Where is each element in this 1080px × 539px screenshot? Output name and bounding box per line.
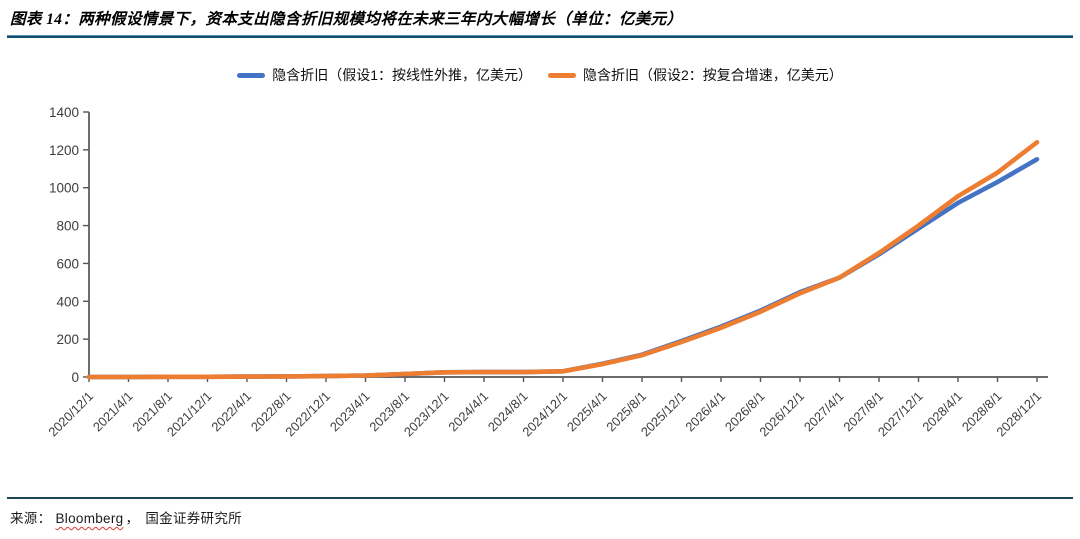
source-institution: 国金证券研究所 xyxy=(145,511,242,526)
x-axis-tick-label: 2027/4/1 xyxy=(801,389,847,435)
series-line-assumption2 xyxy=(86,140,1040,380)
legend-label-assumption1: 隐含折旧（假设1：按线性外推，亿美元） xyxy=(272,67,532,83)
x-axis-tick-label: 2026/4/1 xyxy=(682,389,728,435)
source-separator: ， xyxy=(125,511,140,526)
series-line-assumption1 xyxy=(86,157,1040,380)
y-axis-tick-label: 600 xyxy=(56,256,79,271)
y-axis-tick-label: 800 xyxy=(56,219,79,234)
legend-item-assumption1: 隐含折旧（假设1：按线性外推，亿美元） xyxy=(237,65,532,85)
x-axis-tick-label: 2023/4/1 xyxy=(327,389,373,435)
legend-line-swatch-orange xyxy=(548,72,576,78)
y-axis-tick-label: 0 xyxy=(71,370,79,385)
y-axis-tick-label: 1400 xyxy=(49,105,79,120)
y-axis-tick-label: 1200 xyxy=(49,143,79,158)
chart-legend: 隐含折旧（假设1：按线性外推，亿美元） 隐含折旧（假设2：按复合增速，亿美元） xyxy=(0,65,1080,85)
source-line: 来源： Bloomberg， 国金证券研究所 xyxy=(10,507,242,527)
x-axis-tick-label: 2020/12/1 xyxy=(45,389,96,440)
y-axis-tick-label: 400 xyxy=(56,294,79,309)
y-axis-tick-label: 1000 xyxy=(49,181,79,196)
legend-label-assumption2: 隐含折旧（假设2：按复合增速，亿美元） xyxy=(583,67,843,83)
legend-line-swatch-blue xyxy=(237,72,266,78)
figure-title: 图表 14：两种假设情景下，资本支出隐含折旧规模均将在未来三年内大幅增长（单位：… xyxy=(10,11,683,28)
legend-item-assumption2: 隐含折旧（假设2：按复合增速，亿美元） xyxy=(548,65,843,85)
source-vendor: Bloomberg xyxy=(55,511,124,526)
x-axis-tick-label: 2022/4/1 xyxy=(208,389,254,435)
x-axis-tick-label: 2025/4/1 xyxy=(564,389,610,435)
title-divider xyxy=(7,35,1073,38)
x-axis-tick-label: 2028/4/1 xyxy=(919,389,965,435)
axis-lines xyxy=(88,112,1048,378)
y-axis-tick-label: 200 xyxy=(56,332,79,347)
x-axis-tick-label: 2024/4/1 xyxy=(445,389,491,435)
x-axis-tick-label: 2021/4/1 xyxy=(90,389,136,435)
source-prefix: 来源： xyxy=(10,511,52,526)
source-divider xyxy=(7,497,1073,499)
